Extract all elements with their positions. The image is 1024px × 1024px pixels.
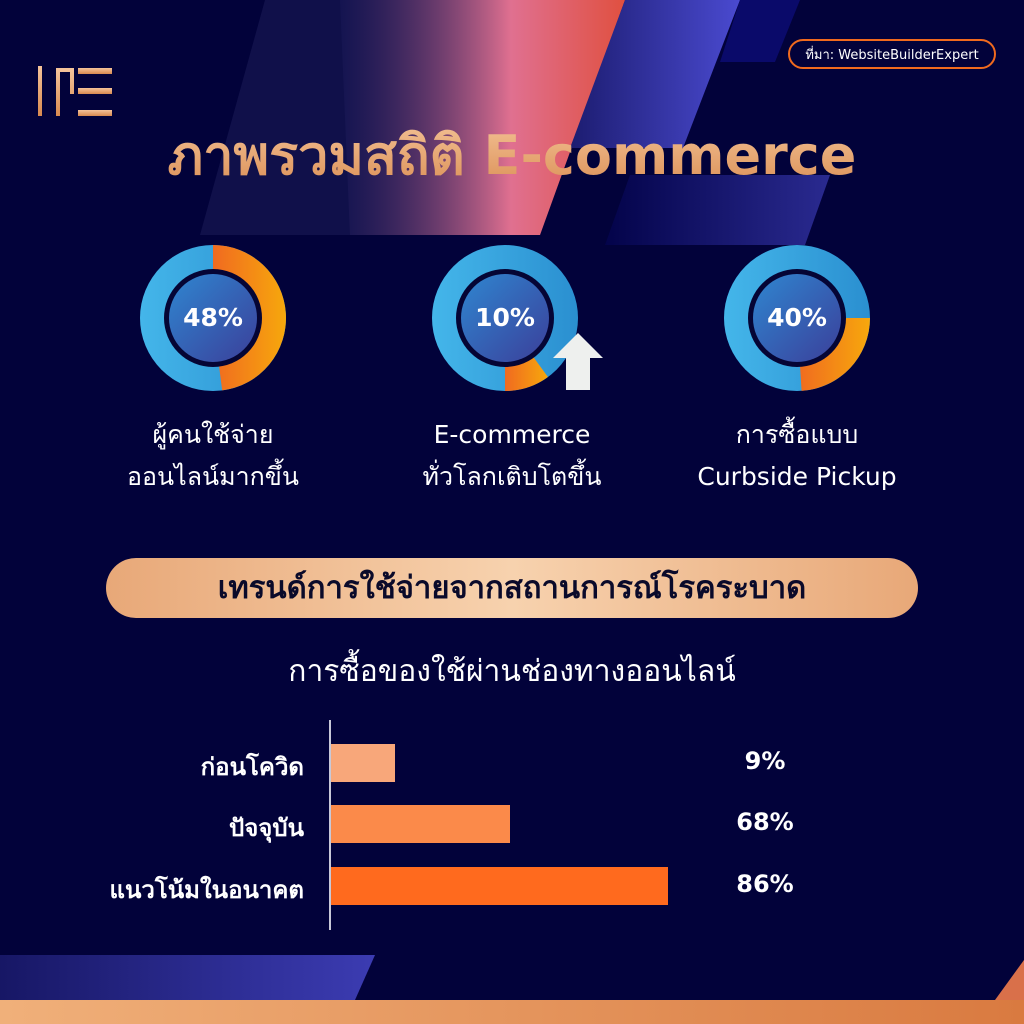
chart-title: การซื้อของใช้ผ่านช่องทางออนไลน์ (288, 654, 736, 689)
bar-category-label: ปัจจุบัน (229, 814, 304, 842)
caption-line: ผู้คนใช้จ่าย (152, 420, 274, 449)
chart-axis (329, 720, 331, 930)
donut-percent: 48% (183, 303, 243, 332)
stat-caption: การซื้อแบบ Curbside Pickup (647, 414, 947, 498)
section-heading: เทรนด์การใช้จ่ายจากสถานการณ์โรคระบาด (106, 558, 918, 618)
page-title: ภาพรวมสถิติ E-commerce (0, 112, 1024, 198)
logo-icon (38, 66, 112, 116)
stat-caption: ผู้คนใช้จ่าย ออนไลน์มากขึ้น (63, 414, 363, 498)
bottom-bar (0, 1000, 1024, 1024)
bar-value-label: 68% (736, 808, 794, 836)
bar (331, 867, 668, 905)
donut-chart-growth: 10% (430, 243, 580, 393)
caption-line: ทั่วโลกเติบโตขึ้น (422, 462, 602, 491)
donut-percent: 40% (767, 303, 827, 332)
arrow-up-icon (553, 333, 603, 390)
donut-chart-curbside: 40% (722, 243, 872, 393)
caption-line: การซื้อแบบ (735, 420, 859, 449)
donut-ring (140, 245, 286, 391)
caption-line: ออนไลน์มากขึ้น (127, 462, 299, 491)
bar-category-label: ก่อนโควิด (200, 753, 304, 781)
source-badge: ที่มา: WebsiteBuilderExpert (788, 39, 996, 69)
bar-category-label: แนวโน้มในอนาคต (109, 876, 304, 904)
stat-caption: E-commerce ทั่วโลกเติบโตขึ้น (362, 414, 662, 498)
caption-line: Curbside Pickup (697, 462, 897, 491)
donut-ring (724, 245, 870, 391)
donut-percent: 10% (475, 303, 535, 332)
bar-value-label: 9% (744, 747, 786, 775)
donut-chart-spending: 48% (138, 243, 288, 393)
donut-ring (432, 245, 578, 391)
bar-value-label: 86% (736, 870, 794, 898)
caption-line: E-commerce (433, 420, 591, 449)
bar (331, 805, 510, 843)
bar (331, 744, 395, 782)
